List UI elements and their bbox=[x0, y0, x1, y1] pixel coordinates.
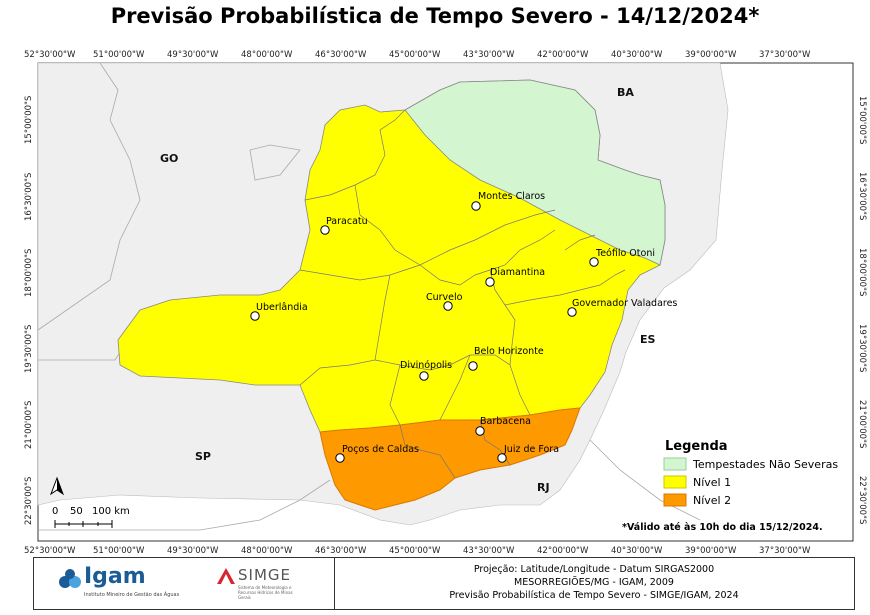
lon-ticks-bottom: 52°30'00"W 51°00'00"W 49°30'00"W 48°00'0… bbox=[24, 546, 811, 556]
city-label: Paracatu bbox=[326, 216, 368, 227]
lon-tick: 40°30'00"W bbox=[611, 50, 663, 60]
simge-triangle-icon bbox=[217, 568, 235, 584]
state-label-go: GO bbox=[160, 152, 178, 165]
map-title: Previsão Probabilística de Tempo Severo … bbox=[110, 4, 760, 28]
lat-tick: 18°00'00"S bbox=[24, 249, 34, 297]
state-label-sp: SP bbox=[195, 450, 211, 463]
lon-tick: 48°00'00"W bbox=[241, 546, 293, 556]
city-marker bbox=[471, 201, 481, 211]
lon-tick: 48°00'00"W bbox=[241, 50, 293, 60]
lon-tick: 43°30'00"W bbox=[463, 546, 515, 556]
lat-ticks-right: 15°00'00"S 16°30'00"S 18°00'00"S 19°30'0… bbox=[857, 96, 867, 524]
city-marker bbox=[589, 257, 599, 267]
lon-tick: 45°00'00"W bbox=[389, 50, 441, 60]
city-label: Governador Valadares bbox=[572, 298, 677, 309]
lat-tick: 21°00'00"S bbox=[24, 401, 34, 449]
lon-tick: 52°30'00"W bbox=[24, 50, 76, 60]
lat-tick: 19°30'00"S bbox=[857, 324, 867, 372]
city-label: Divinópolis bbox=[400, 360, 452, 371]
zone-tempestades-nao-severas bbox=[404, 79, 666, 266]
city-markers bbox=[250, 201, 599, 463]
city-label: Diamantina bbox=[490, 267, 545, 278]
lon-tick: 49°30'00"W bbox=[167, 50, 219, 60]
city-marker bbox=[468, 361, 478, 371]
city-marker bbox=[475, 426, 485, 436]
city-marker bbox=[443, 301, 453, 311]
lon-tick: 46°30'00"W bbox=[315, 50, 367, 60]
city-marker bbox=[497, 453, 507, 463]
city-marker bbox=[250, 311, 260, 321]
lat-tick: 19°30'00"S bbox=[24, 325, 34, 373]
lat-tick: 15°00'00"S bbox=[857, 96, 867, 144]
lon-ticks-top: 52°30'00"W 51°00'00"W 49°30'00"W 48°00'0… bbox=[24, 50, 811, 60]
legend: Legenda Tempestades Não Severas Nível 1 … bbox=[663, 439, 838, 507]
state-label-ba: BA bbox=[617, 86, 634, 99]
legend-label: Nível 2 bbox=[693, 494, 731, 507]
credit-line: Projeção: Latitude/Longitude - Datum SIR… bbox=[473, 564, 715, 575]
city-label: Montes Claros bbox=[478, 191, 545, 202]
lat-tick: 16°30'00"S bbox=[857, 172, 867, 220]
city-label: Uberlândia bbox=[256, 302, 308, 313]
igam-subtitle: Instituto Mineiro de Gestão das Águas bbox=[84, 592, 180, 598]
lon-tick: 39°00'00"W bbox=[685, 50, 737, 60]
city-label: Teófilo Otoni bbox=[595, 248, 655, 259]
lon-tick: 43°30'00"W bbox=[463, 50, 515, 60]
city-marker bbox=[567, 307, 577, 317]
legend-title: Legenda bbox=[665, 439, 728, 454]
city-label: Curvelo bbox=[426, 292, 463, 303]
lon-tick: 39°00'00"W bbox=[685, 546, 737, 556]
lat-tick: 18°00'00"S bbox=[857, 248, 867, 296]
lon-tick: 45°00'00"W bbox=[389, 546, 441, 556]
north-arrow-icon bbox=[49, 476, 65, 496]
lon-tick: 51°00'00"W bbox=[93, 546, 145, 556]
lat-tick: 15°00'00"S bbox=[24, 96, 34, 144]
lon-tick: 42°00'00"W bbox=[537, 50, 589, 60]
legend-label: Nível 1 bbox=[693, 476, 731, 489]
scale-label: 0 bbox=[52, 506, 58, 517]
city-marker bbox=[485, 277, 495, 287]
credit-line: MESORREGIÕES/MG - IGAM, 2009 bbox=[514, 577, 674, 588]
lon-tick: 42°00'00"W bbox=[537, 546, 589, 556]
lat-tick: 22°30'00"S bbox=[24, 477, 34, 525]
mesoregion-boundaries bbox=[299, 109, 626, 479]
simge-subtitle: Sistema de Meteorologia e Recursos Hídri… bbox=[238, 585, 293, 600]
state-boundaries bbox=[37, 62, 701, 531]
scale-bar: 0 50 100 km bbox=[52, 506, 130, 528]
lat-tick: 21°00'00"S bbox=[857, 400, 867, 448]
footer-divider bbox=[334, 558, 335, 609]
scale-label: 50 bbox=[70, 506, 83, 517]
lat-tick: 16°30'00"S bbox=[24, 173, 34, 221]
city-label: Juiz de Fora bbox=[503, 444, 559, 455]
scale-label: 100 km bbox=[92, 506, 130, 517]
legend-swatch-green bbox=[663, 457, 687, 471]
lat-tick: 22°30'00"S bbox=[857, 476, 867, 524]
lon-tick: 46°30'00"W bbox=[315, 546, 367, 556]
footer: Igam Instituto Mineiro de Gestão das Águ… bbox=[33, 557, 855, 610]
city-marker bbox=[335, 453, 345, 463]
igam-name: Igam bbox=[84, 564, 146, 589]
igam-drops-icon bbox=[59, 569, 81, 588]
credits: Projeção: Latitude/Longitude - Datum SIR… bbox=[334, 563, 854, 602]
city-label: Belo Horizonte bbox=[474, 346, 544, 357]
lon-tick: 52°30'00"W bbox=[24, 546, 76, 556]
city-marker bbox=[419, 371, 429, 381]
simge-name: SIMGE bbox=[238, 566, 291, 584]
lon-tick: 49°30'00"W bbox=[167, 546, 219, 556]
city-marker bbox=[320, 225, 330, 235]
legend-swatch-orange bbox=[663, 493, 687, 507]
state-label-rj: RJ bbox=[537, 481, 550, 494]
lon-tick: 37°30'00"W bbox=[759, 50, 811, 60]
legend-swatch-yellow bbox=[663, 475, 687, 489]
credit-line: Previsão Probabilística de Tempo Severo … bbox=[449, 590, 739, 601]
lon-tick: 37°30'00"W bbox=[759, 546, 811, 556]
lon-tick: 51°00'00"W bbox=[93, 50, 145, 60]
validity-note: *Válido até às 10h do dia 15/12/2024. bbox=[622, 522, 823, 533]
city-label: Poços de Caldas bbox=[342, 444, 419, 455]
lon-tick: 40°30'00"W bbox=[611, 546, 663, 556]
legend-label: Tempestades Não Severas bbox=[692, 458, 838, 471]
city-label: Barbacena bbox=[480, 416, 531, 427]
state-label-es: ES bbox=[640, 333, 656, 346]
lat-ticks-left: 15°00'00"S 16°30'00"S 18°00'00"S 19°30'0… bbox=[24, 96, 34, 525]
